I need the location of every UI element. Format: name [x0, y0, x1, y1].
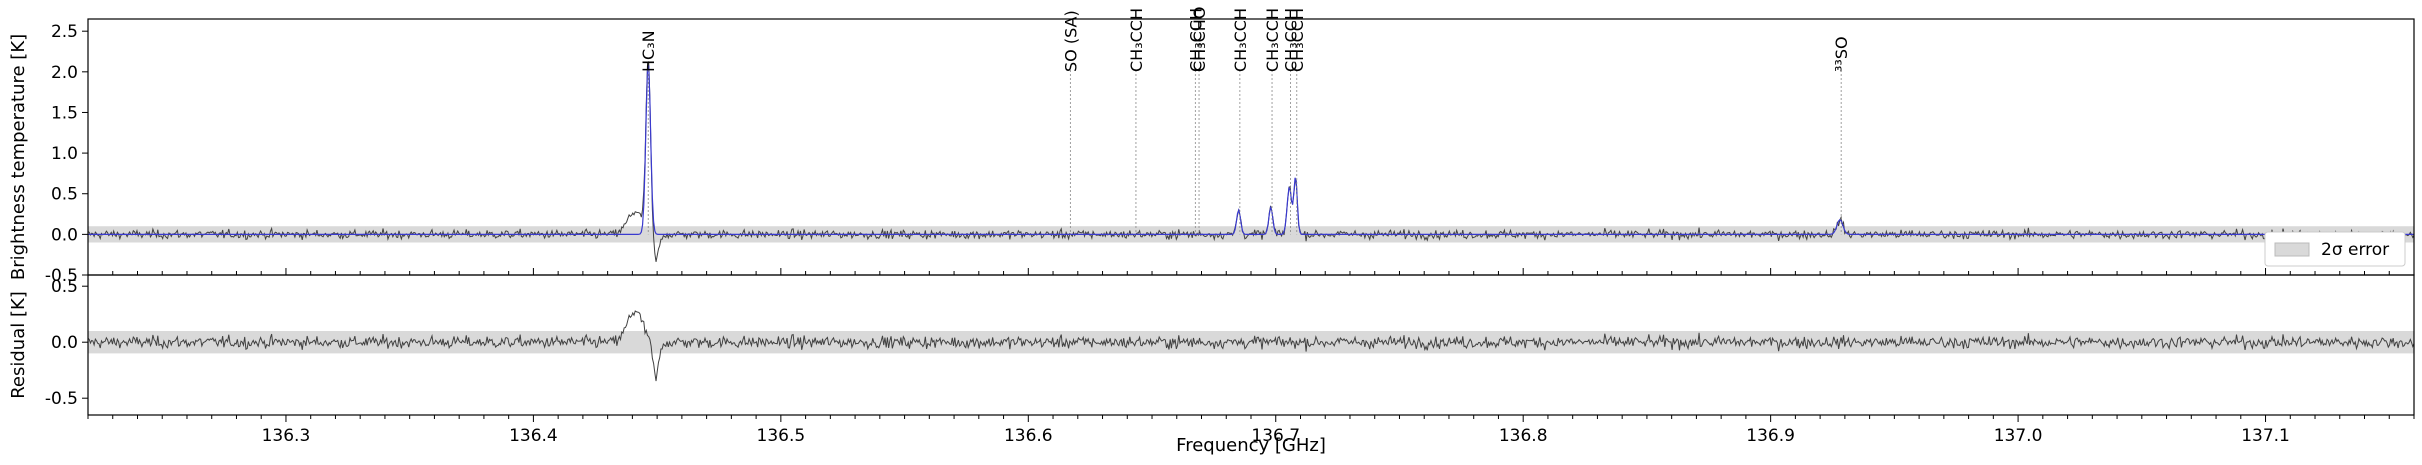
y-tick-label: 0.0 — [51, 333, 78, 353]
y-tick-label: 0.5 — [51, 185, 78, 205]
line-label: CH₃CCH — [1288, 8, 1307, 72]
legend-box — [2264, 231, 2406, 267]
y-tick-label: -0.5 — [45, 266, 78, 286]
residual-line — [87, 310, 2415, 382]
y-tick-label: 2.0 — [51, 63, 78, 83]
residual-frame — [87, 274, 2415, 416]
y-tick-label: 1.0 — [51, 144, 78, 164]
y-tick-label: 0.0 — [51, 225, 78, 245]
legend-swatch — [2274, 242, 2310, 257]
line-label: CH₃CHO — [1190, 7, 1209, 72]
x-tick-label: 137.0 — [1994, 426, 2043, 446]
x-tick-label: 136.6 — [1004, 426, 1053, 446]
x-tick-label: 136.8 — [1499, 426, 1548, 446]
residual-y-axis-label: Residual [K] — [8, 291, 29, 399]
x-tick-label: 137.1 — [2241, 426, 2290, 446]
line-label: CH₃CCH — [1127, 8, 1146, 72]
spectrum-y-axis-label: Brightness temperature [K] — [8, 34, 29, 280]
line-label: ³³SO — [1832, 36, 1851, 72]
x-axis-label: Frequency [GHz] — [1176, 435, 1326, 456]
legend-label: 2σ error — [2321, 240, 2389, 260]
line-label: CH₃CCH — [1282, 8, 1301, 72]
line-label: CH₃CCH — [1231, 8, 1250, 72]
y-tick-label: 2.5 — [51, 22, 78, 42]
x-tick-label: 136.5 — [757, 426, 806, 446]
line-label: CH₃CCH — [1263, 8, 1282, 72]
x-tick-label: 136.3 — [262, 426, 311, 446]
residual-panel: -0.5 0.0 0.5 136.3 136.4 136.5 136.6 136.7 136.8… — [45, 274, 2415, 446]
y-tick-label: 1.5 — [51, 103, 78, 123]
x-tick-label: 136.9 — [1746, 426, 1795, 446]
model-spectrum-line — [88, 65, 2414, 235]
x-tick-label: 136.4 — [509, 426, 558, 446]
line-label: CH₃CCH — [1186, 8, 1205, 72]
line-label: HC₃N — [639, 30, 658, 72]
x-tick-label: 136.7 — [1251, 426, 1300, 446]
y-tick-label: -0.5 — [45, 389, 78, 409]
y-tick-label: 0.5 — [51, 277, 78, 297]
line-label: SO (SA) — [1061, 10, 1080, 72]
residual-error-band — [88, 331, 2414, 354]
